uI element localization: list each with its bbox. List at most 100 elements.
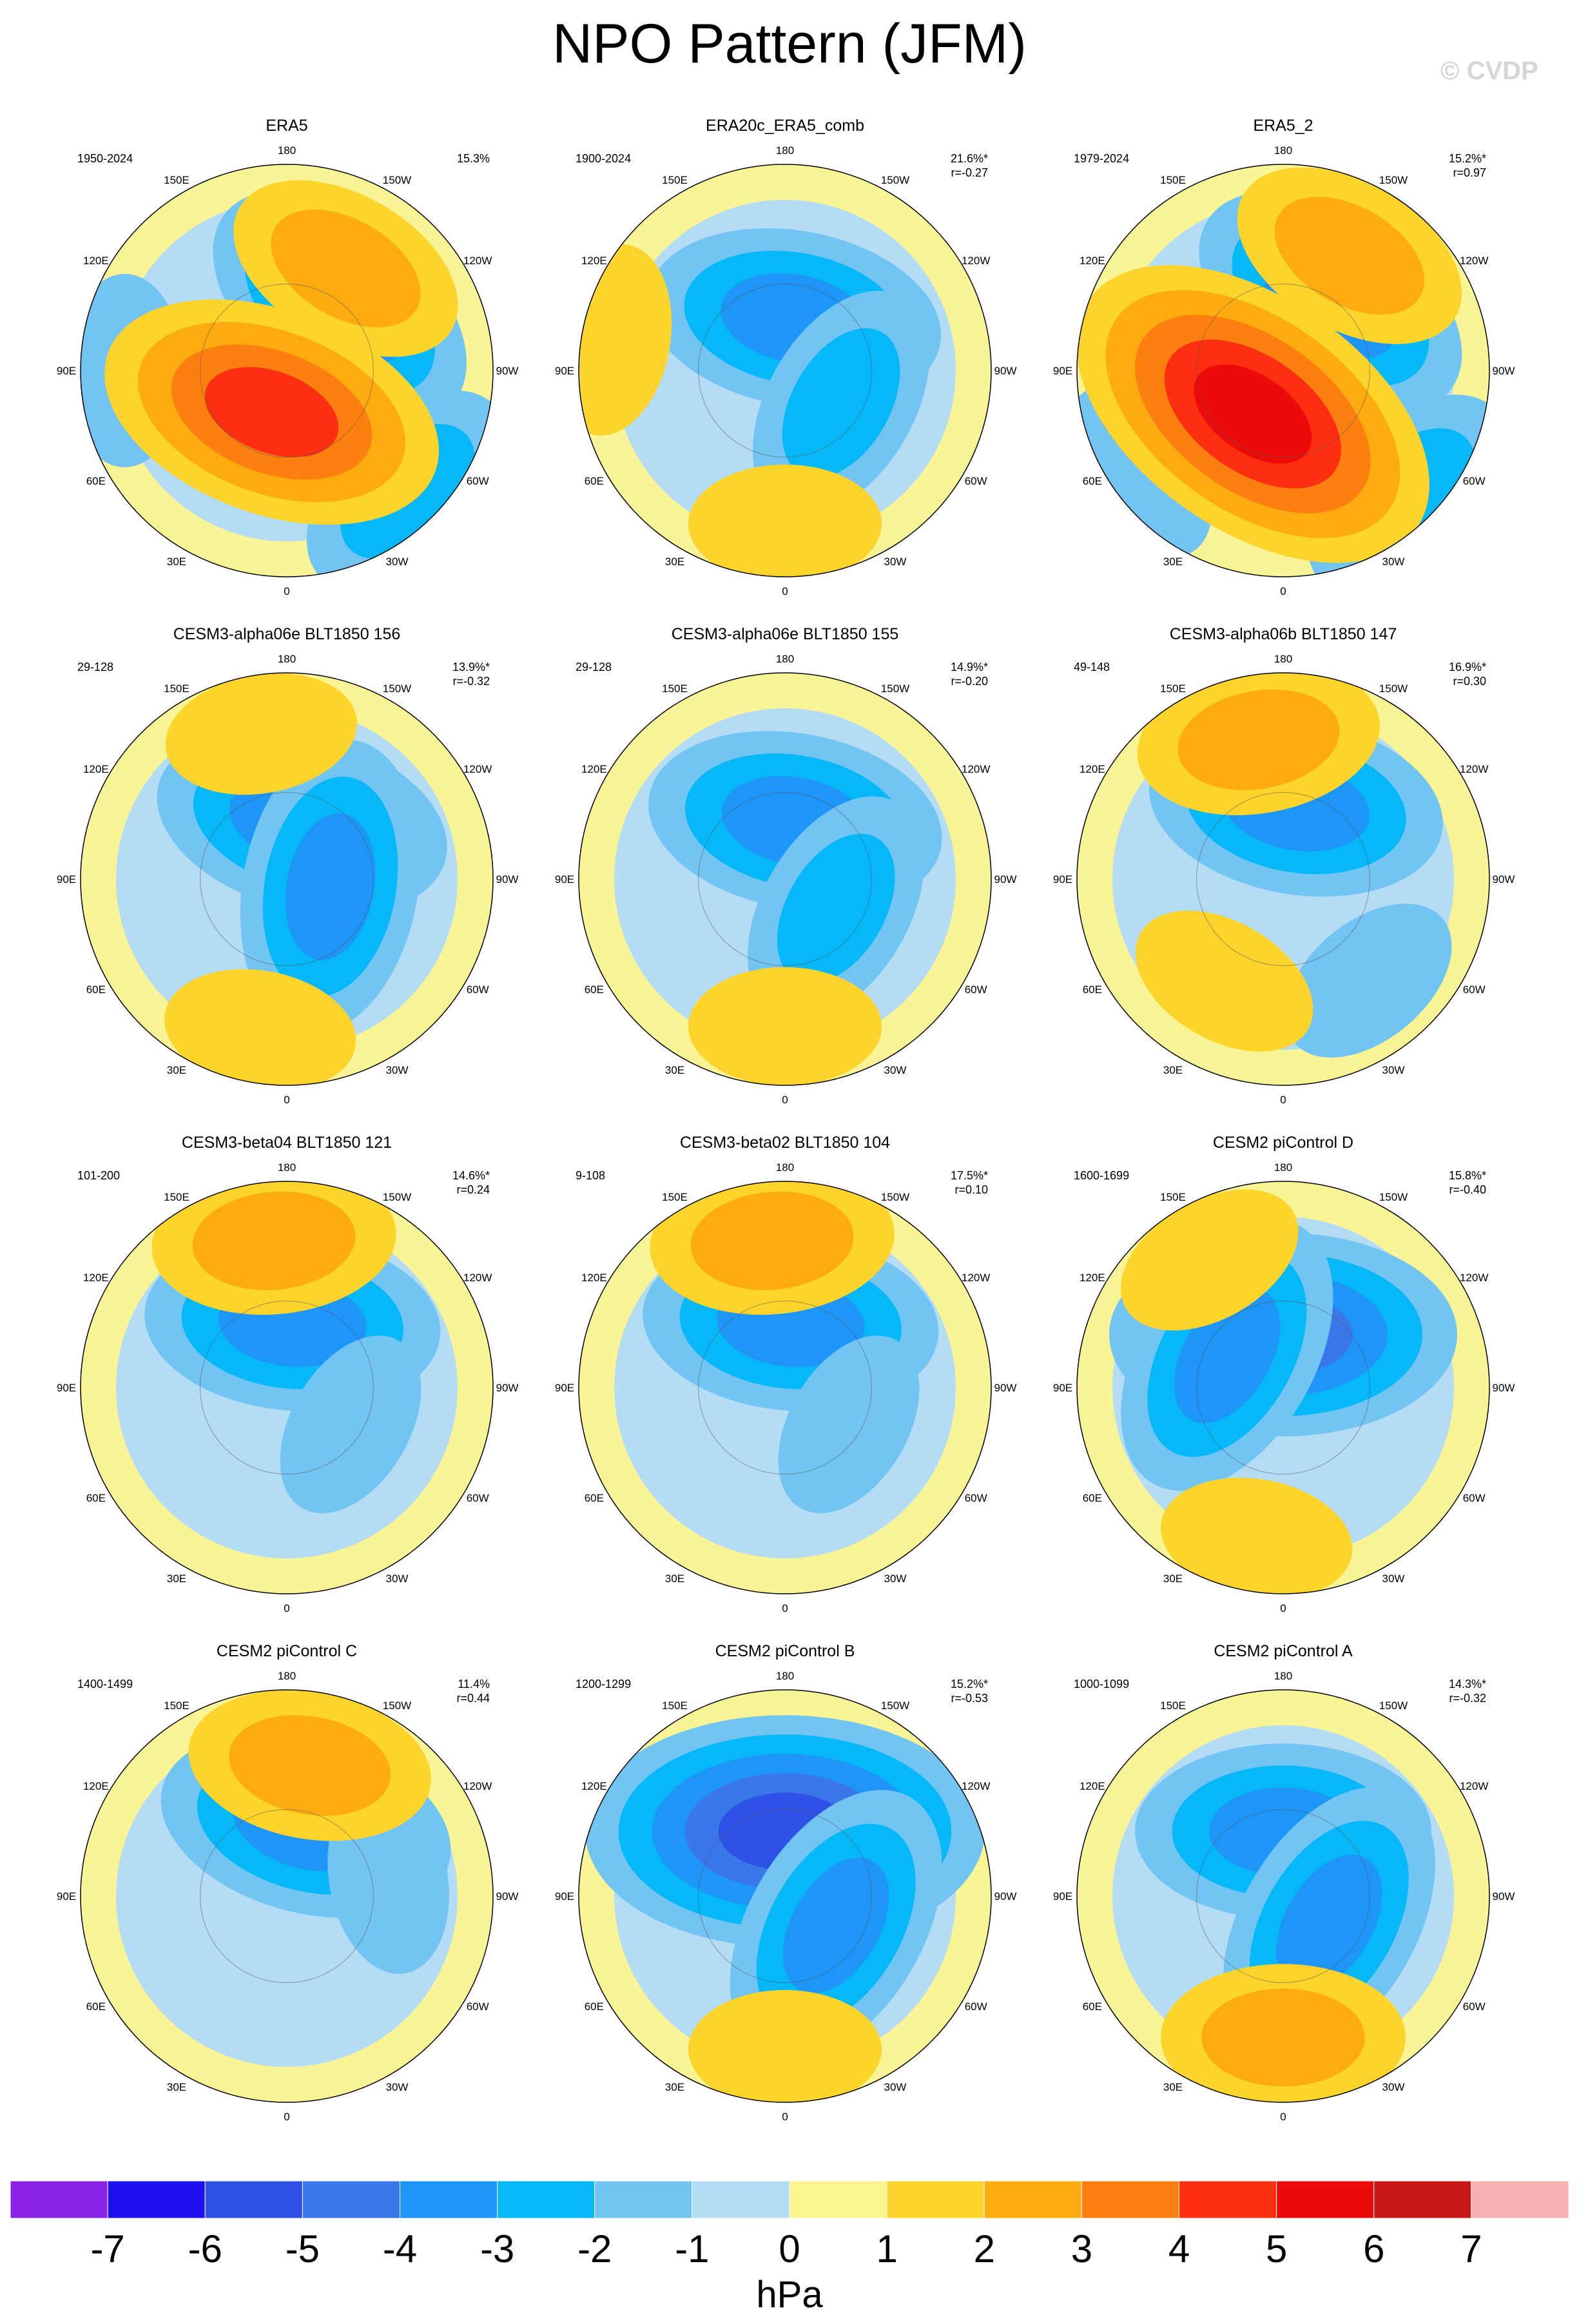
map-border [1076, 672, 1490, 1086]
longitude-label: 60W [965, 475, 987, 487]
variance-pct: 13.9%* [452, 661, 490, 673]
map-panel: CESM2 piControl C 1400-1499 11.4% r=0.44 180… [57, 1642, 519, 2123]
longitude-label: 60W [1463, 475, 1486, 487]
longitude-label: 90E [555, 873, 574, 886]
longitude-label: 90E [555, 1890, 574, 1903]
longitude-label: 60E [1083, 983, 1102, 996]
longitude-label: 120W [463, 255, 492, 267]
longitude-label: 180 [278, 653, 296, 665]
longitude-label: 90E [57, 873, 76, 886]
longitude-label: 120E [83, 763, 109, 775]
negative-anomaly-contour [285, 813, 376, 960]
longitude-label: 150W [881, 174, 909, 186]
map-border [1076, 1181, 1490, 1594]
colorbar-box [692, 2180, 790, 2219]
longitude-label: 30W [1382, 1064, 1405, 1076]
positive-anomaly-contour [1194, 364, 1312, 464]
colorbar: -7 -6 -5 -4 -3 -2 -1 0 1 2 3 4 5 6 7 hPa [10, 2180, 1569, 2316]
longitude-label: 30W [1382, 1573, 1405, 1585]
period-label: 29-128 [77, 661, 113, 673]
longitude-label: 60W [467, 475, 489, 487]
longitude-label: 180 [1274, 1670, 1292, 1682]
shading [579, 164, 991, 577]
longitude-label: 120E [1080, 1780, 1105, 1792]
colorbar-box [1179, 2180, 1277, 2219]
longitude-label: 30E [167, 1573, 186, 1585]
colorbar-box [10, 2180, 108, 2219]
longitude-label: 150W [881, 1699, 909, 1712]
longitude-label: 120E [581, 763, 607, 775]
longitude-label: 60W [965, 1492, 987, 1504]
longitude-label: 150W [881, 1191, 909, 1203]
longitude-label: 90E [1053, 1382, 1072, 1394]
longitude-label: 60E [1083, 1492, 1102, 1504]
longitude-label: 150E [1160, 174, 1186, 186]
positive-anomaly-contour [271, 209, 421, 327]
positive-anomaly-contour [688, 967, 882, 1085]
longitude-label: 60E [1083, 2000, 1102, 2013]
period-label: 1600-1699 [1074, 1169, 1129, 1182]
colorbar-tick-label: 7 [1460, 2227, 1482, 2271]
period-label: 1979-2024 [1074, 152, 1129, 165]
negative-anomaly-contour [782, 328, 900, 478]
panel-title: CESM3-alpha06b BLT1850 147 [1170, 625, 1397, 643]
longitude-label: 30W [386, 556, 409, 568]
negative-anomaly-contour [782, 1857, 889, 1993]
map-panel: ERA20c_ERA5_comb 1900-2024 21.6%*r=-0.27 18… [555, 117, 1017, 597]
longitude-label: 150E [164, 683, 189, 695]
colorbar-tick-label: -1 [675, 2227, 709, 2271]
longitude-label: 120W [1460, 763, 1488, 775]
colorbar-tick-label: 0 [779, 2227, 800, 2271]
longitude-label: 30W [386, 2081, 409, 2093]
pattern-correlation: r=0.30 [1453, 675, 1486, 688]
longitude-label: 60E [86, 983, 106, 996]
positive-anomaly-contour [204, 367, 339, 458]
longitude-label: 90E [1053, 873, 1072, 886]
colorbar-box [886, 2180, 985, 2219]
pattern-correlation: r=0.97 [1453, 166, 1486, 179]
longitude-label: 90W [496, 1890, 519, 1903]
panel-title: CESM3-alpha06e BLT1850 156 [173, 625, 401, 643]
variance-pct: 15.2%* [951, 1678, 988, 1690]
longitude-label: 60E [86, 2000, 106, 2013]
shading [81, 1690, 493, 2102]
colorbar-tick-label: -5 [286, 2227, 320, 2271]
longitude-label: 0 [782, 1602, 788, 1614]
longitude-label: 150E [662, 1191, 688, 1203]
longitude-label: 180 [1274, 653, 1292, 665]
longitude-label: 120W [962, 1780, 990, 1792]
shading [81, 673, 493, 1085]
longitude-label: 60W [467, 2000, 489, 2013]
longitude-label: 90E [555, 365, 574, 377]
longitude-label: 120W [962, 1272, 990, 1284]
colorbar-box [594, 2180, 693, 2219]
positive-anomaly-contour [1274, 197, 1424, 315]
shading [1077, 1181, 1489, 1594]
longitude-label: 180 [278, 1670, 296, 1682]
longitude-label: 30E [167, 556, 186, 568]
longitude-label: 120E [1080, 255, 1105, 267]
colorbar-tick-label: 3 [1071, 2227, 1092, 2271]
negative-anomaly-contour [1275, 1854, 1382, 1991]
longitude-label: 0 [284, 585, 289, 597]
panel-title: CESM3-alpha06e BLT1850 155 [672, 625, 899, 643]
negative-anomaly-contour [280, 1335, 421, 1513]
positive-anomaly-contour [1120, 1189, 1299, 1331]
longitude-label: 90W [496, 365, 519, 377]
longitude-label: 180 [1274, 144, 1292, 157]
longitude-label: 120E [83, 1272, 109, 1284]
variance-pct: 15.8%* [1449, 1169, 1486, 1182]
variance-pct: 17.5%* [951, 1169, 988, 1182]
longitude-label: 90W [994, 873, 1017, 886]
longitude-label: 60E [86, 475, 106, 487]
longitude-label: 150W [1379, 1699, 1408, 1712]
period-label: 101-200 [77, 1169, 120, 1182]
map-panel: CESM3-beta04 BLT1850 121 101-200 14.6%*r=0… [57, 1134, 519, 1614]
colorbar-box [1081, 2180, 1179, 2219]
panel-title: CESM2 piControl D [1213, 1134, 1353, 1152]
longitude-label: 90W [1493, 873, 1515, 886]
variance-pct: 11.4% [458, 1678, 490, 1690]
positive-anomaly-contour [1161, 1477, 1353, 1594]
longitude-label: 60E [585, 983, 604, 996]
longitude-label: 30E [1163, 2081, 1183, 2093]
